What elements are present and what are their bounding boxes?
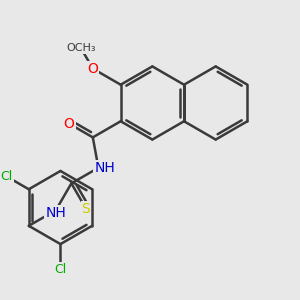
- Text: OCH₃: OCH₃: [66, 43, 96, 53]
- Text: Cl: Cl: [54, 263, 67, 276]
- Text: O: O: [64, 117, 74, 130]
- Text: Cl: Cl: [1, 170, 13, 183]
- Text: NH: NH: [94, 161, 115, 175]
- Text: O: O: [87, 61, 98, 76]
- Text: S: S: [82, 202, 90, 216]
- Text: NH: NH: [46, 206, 66, 220]
